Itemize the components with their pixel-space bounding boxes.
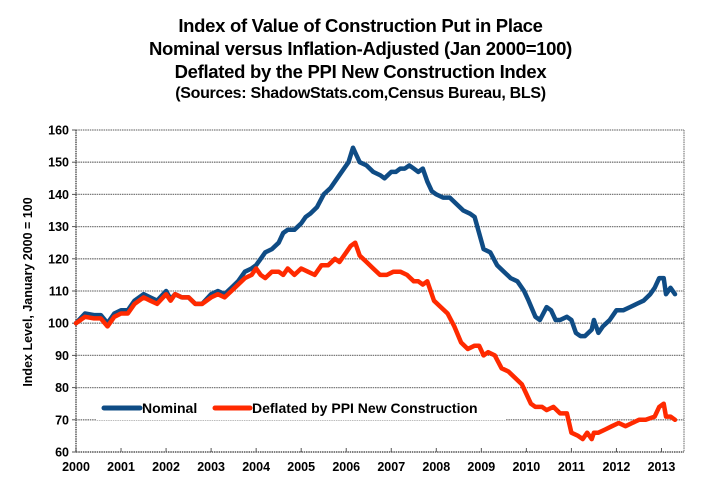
x-tick-label: 2009 [467, 460, 495, 474]
x-tick-label: 2012 [603, 460, 631, 474]
y-tick-label: 60 [55, 446, 69, 460]
legend-label-deflated: Deflated by PPI New Construction [252, 400, 478, 416]
y-axis-title: Index Level, January 2000 = 100 [21, 197, 35, 386]
y-tick-label: 90 [55, 349, 69, 363]
y-tick-labels: 60 70 80 90 100 110 120 130 140 150 160 [48, 124, 69, 460]
x-tick-label: 2004 [242, 460, 270, 474]
x-tick-label: 2002 [152, 460, 180, 474]
y-tick-label: 80 [55, 381, 69, 395]
x-tick-label: 2000 [62, 460, 90, 474]
x-tick-label: 2008 [422, 460, 450, 474]
legend-label-nominal: Nominal [142, 400, 197, 416]
legend: Nominal Deflated by PPI New Construction [96, 398, 506, 420]
series-line-nominal [73, 145, 678, 339]
x-tick-label: 2005 [287, 460, 315, 474]
legend-background [96, 398, 506, 420]
series-lines [73, 145, 678, 442]
x-tick-labels: 2000 2001 2002 2003 2004 2005 2006 2007 2008 2009… [62, 460, 675, 474]
series-line-deflated [73, 240, 678, 442]
y-tick-label: 140 [48, 188, 69, 202]
y-tick-label: 160 [48, 124, 69, 138]
x-tick-label: 2007 [377, 460, 405, 474]
x-tick-label: 2006 [332, 460, 360, 474]
axes [75, 130, 685, 453]
y-tick-label: 120 [48, 252, 69, 266]
x-tick-label: 2001 [107, 460, 135, 474]
y-tick-label: 110 [49, 285, 69, 299]
chart-title: Index of Value of Construction Put in Pl… [178, 15, 543, 36]
chart-source: (Sources: ShadowStats.com,Census Bureau,… [175, 85, 546, 102]
x-tick-label: 2003 [197, 460, 225, 474]
x-tick-label: 2010 [512, 460, 540, 474]
y-tick-label: 100 [48, 317, 69, 331]
y-tick-label: 70 [55, 413, 69, 427]
chart-title-block: Index of Value of Construction Put in Pl… [0, 14, 721, 105]
chart-subtitle-1: Nominal versus Inflation-Adjusted (Jan 2… [148, 38, 573, 59]
y-tick-label: 130 [48, 220, 69, 234]
y-tick-label: 150 [48, 156, 69, 170]
x-tick-label: 2013 [648, 460, 676, 474]
chart-subtitle-2: Deflated by the PPI New Construction Ind… [174, 61, 547, 82]
gridlines [72, 129, 684, 453]
x-tick-label: 2011 [558, 460, 585, 474]
